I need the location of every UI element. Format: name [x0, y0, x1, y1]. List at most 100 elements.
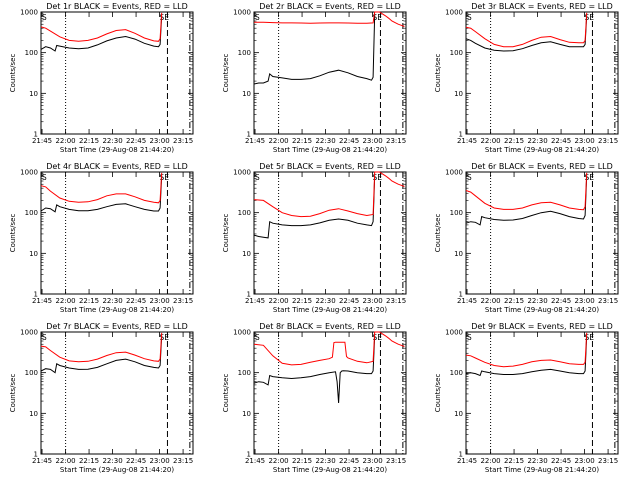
x-tick-label: 23:00 — [574, 457, 594, 465]
x-tick-label: 22:00 — [480, 457, 500, 465]
x-tick-label: 22:15 — [79, 137, 99, 145]
y-tick-label: 10 — [242, 250, 251, 258]
corner-mark-right: SE — [584, 333, 594, 342]
y-tick-label: 1 — [459, 131, 463, 139]
plot-frame — [465, 171, 619, 295]
y-tick-label: 1000 — [445, 329, 463, 337]
y-tick-label: 1 — [34, 131, 38, 139]
y-tick-label: 10 — [29, 90, 38, 98]
series-lld — [40, 332, 163, 363]
panel-title: Det 1r BLACK = Events, RED = LLD — [46, 2, 188, 11]
series-lld — [465, 332, 588, 368]
plot-frame — [465, 11, 619, 135]
y-tick-label: 100 — [450, 209, 463, 217]
x-tick-label: 22:45 — [551, 137, 571, 145]
plot-frame — [40, 171, 194, 295]
y-tick-label: 10 — [29, 250, 38, 258]
x-tick-label: 22:45 — [339, 457, 359, 465]
x-tick-label: 22:45 — [126, 457, 146, 465]
x-tick-label: 23:00 — [362, 297, 382, 305]
y-tick-label: 1000 — [20, 169, 38, 177]
y-tick-label: 10 — [242, 410, 251, 418]
x-tick-label: 23:15 — [386, 137, 406, 145]
corner-mark-left: S — [42, 173, 47, 182]
corner-mark-right: SE — [159, 13, 169, 22]
y-tick-label: 1000 — [445, 169, 463, 177]
y-tick-label: 100 — [25, 209, 38, 217]
x-tick-label: 23:15 — [598, 137, 618, 145]
x-tick-label: 22:15 — [292, 297, 312, 305]
x-tick-label: 22:30 — [315, 137, 335, 145]
y-tick-label: 1 — [459, 451, 463, 459]
corner-mark-right: SE — [372, 173, 382, 182]
y-tick-label: 1 — [34, 291, 38, 299]
series-lld — [40, 172, 163, 204]
panel-det-6: Det 6r BLACK = Events, RED = LLD 1 10 100 10… — [434, 162, 619, 314]
x-tick-label: 22:30 — [527, 137, 547, 145]
y-tick-label: 1000 — [20, 9, 38, 17]
x-tick-label: 21:45 — [245, 297, 265, 305]
x-tick-label: 22:30 — [102, 297, 122, 305]
series-events — [465, 175, 588, 226]
x-tick-label: 23:00 — [149, 297, 169, 305]
corner-mark-left: S — [255, 173, 260, 182]
x-tick-label: 21:45 — [245, 457, 265, 465]
x-axis-label: Start Time (29-Aug-08 21:44:20) — [273, 466, 387, 474]
plot-frame — [40, 11, 194, 135]
panel-title: Det 8r BLACK = Events, RED = LLD — [259, 322, 401, 331]
series-lld — [40, 12, 163, 42]
y-tick-label: 10 — [29, 410, 38, 418]
y-tick-label: 1 — [247, 291, 251, 299]
x-tick-label: 22:30 — [102, 457, 122, 465]
x-tick-label: 22:15 — [79, 297, 99, 305]
corner-mark-left: S — [42, 333, 47, 342]
series-lld — [253, 331, 405, 366]
x-tick-label: 22:15 — [504, 297, 524, 305]
panel-det-4: Det 4r BLACK = Events, RED = LLD 1 10 100 10… — [9, 162, 194, 314]
panel-det-5: Det 5r BLACK = Events, RED = LLD 1 10 100 10… — [222, 162, 407, 314]
y-tick-label: 1000 — [233, 9, 251, 17]
x-tick-label: 22:30 — [102, 137, 122, 145]
x-axis-label: Start Time (29-Aug-08 21:44:20) — [485, 306, 599, 314]
x-tick-label: 22:00 — [268, 297, 288, 305]
x-tick-label: 21:45 — [457, 297, 477, 305]
x-tick-label: 22:30 — [527, 297, 547, 305]
y-tick-label: 10 — [454, 90, 463, 98]
series-lld — [253, 171, 405, 218]
corner-mark-right: SE — [584, 13, 594, 22]
x-axis-label: Start Time (29-Aug-08 21:44:20) — [273, 146, 387, 154]
corner-mark-left: S — [255, 13, 260, 22]
corner-mark-left: S — [467, 13, 472, 22]
plot-frame — [253, 171, 407, 295]
panel-det-3: Det 3r BLACK = Events, RED = LLD 1 10 100 10… — [434, 2, 619, 154]
x-tick-label: 22:15 — [292, 457, 312, 465]
series-events — [253, 13, 376, 85]
x-tick-label: 21:45 — [32, 457, 52, 465]
x-tick-label: 22:00 — [480, 297, 500, 305]
y-tick-label: 100 — [238, 209, 251, 217]
y-tick-label: 1000 — [20, 329, 38, 337]
x-tick-label: 23:15 — [386, 297, 406, 305]
y-tick-label: 1 — [34, 451, 38, 459]
y-tick-label: 1000 — [233, 329, 251, 337]
x-tick-label: 23:15 — [173, 297, 193, 305]
x-tick-label: 23:00 — [362, 457, 382, 465]
x-tick-label: 21:45 — [245, 137, 265, 145]
x-tick-label: 22:15 — [504, 457, 524, 465]
y-axis-label: Counts/sec — [222, 54, 230, 93]
x-tick-label: 22:45 — [339, 137, 359, 145]
y-axis-label: Counts/sec — [9, 214, 17, 253]
x-tick-label: 22:00 — [480, 137, 500, 145]
series-events — [40, 15, 163, 52]
y-tick-label: 100 — [25, 369, 38, 377]
x-tick-label: 21:45 — [457, 137, 477, 145]
x-tick-label: 23:15 — [386, 457, 406, 465]
x-tick-label: 22:30 — [527, 457, 547, 465]
x-tick-label: 21:45 — [32, 137, 52, 145]
panel-det-1: Det 1r BLACK = Events, RED = LLD 1 10 100 10… — [9, 2, 194, 154]
y-tick-label: 10 — [242, 90, 251, 98]
x-tick-label: 22:30 — [315, 297, 335, 305]
y-axis-label: Counts/sec — [222, 374, 230, 413]
series-lld — [254, 11, 405, 27]
